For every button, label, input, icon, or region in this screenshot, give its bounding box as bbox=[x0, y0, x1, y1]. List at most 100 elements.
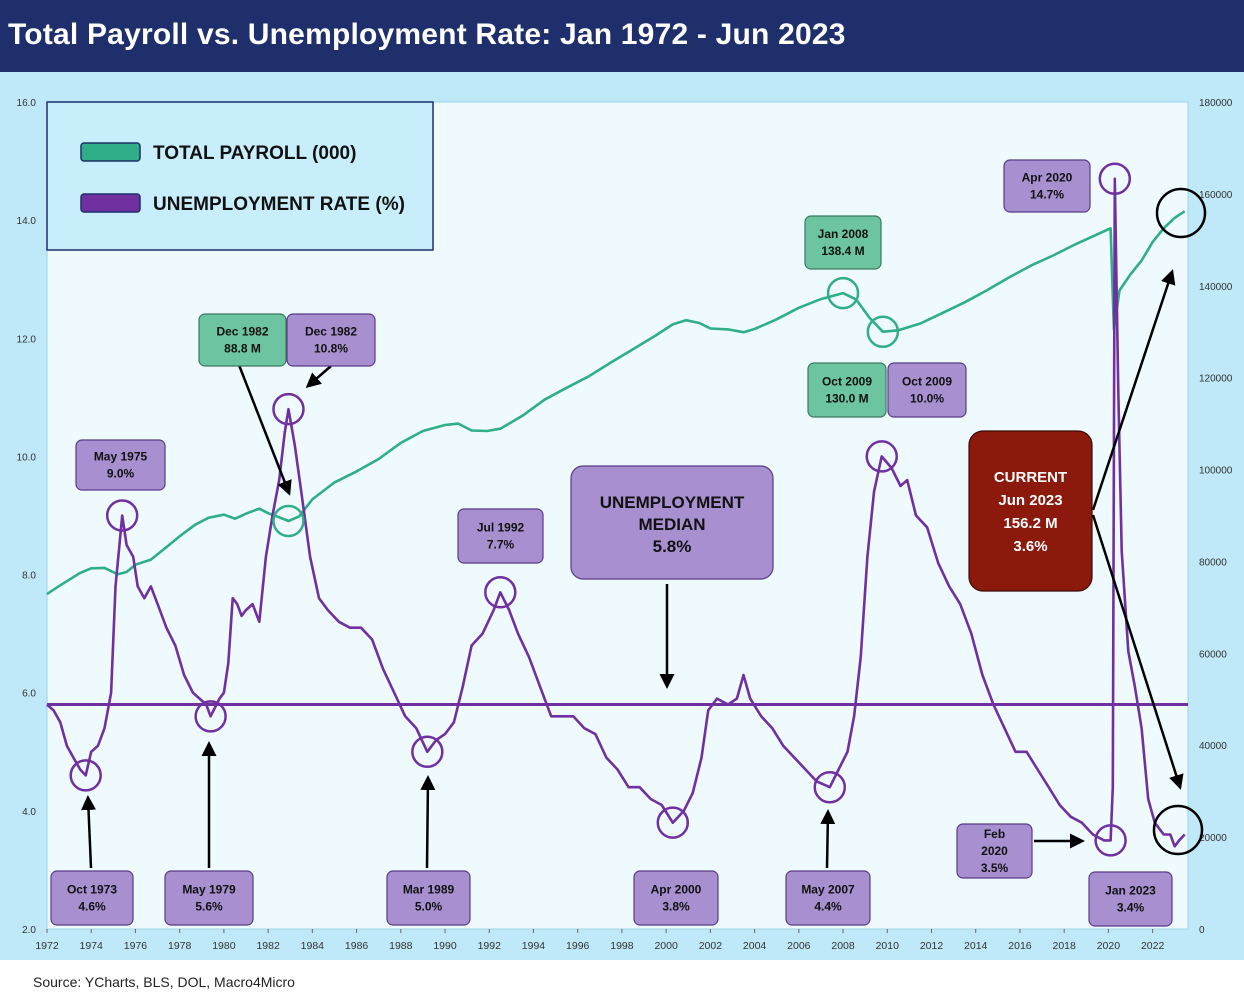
highlight-circle bbox=[194, 700, 227, 733]
annotation-text: 3.6% bbox=[1013, 538, 1047, 555]
y-right-tick-label: 140000 bbox=[1199, 282, 1233, 293]
x-tick-label: 2018 bbox=[1052, 940, 1076, 952]
source-note: Source: YCharts, BLS, DOL, Macro4Micro bbox=[33, 974, 295, 990]
y-left-tick-label: 2.0 bbox=[22, 925, 36, 936]
highlight-circle bbox=[1094, 824, 1127, 857]
legend-swatch-payroll bbox=[80, 142, 141, 162]
annotation-text: 88.8 M bbox=[224, 342, 261, 356]
annotation-text: Dec 1982 bbox=[216, 325, 268, 339]
annotation-text: Apr 2000 bbox=[651, 883, 702, 897]
annotation-text: 14.7% bbox=[1030, 188, 1064, 202]
y-right-tick-label: 60000 bbox=[1199, 649, 1227, 660]
legend-swatch-unemployment bbox=[80, 193, 141, 213]
y-right-tick-label: 100000 bbox=[1199, 466, 1233, 477]
current-rate-circle bbox=[1152, 804, 1204, 856]
highlight-circle bbox=[1098, 162, 1132, 196]
legend-label-unemployment: UNEMPLOYMENT RATE (%) bbox=[153, 194, 405, 215]
chart-panel: 2.0 4.0 6.0 8.0 10.0 12.0 14.0 16.0 0 20000 40000 6… bbox=[0, 72, 1244, 960]
x-tick-label: 2008 bbox=[831, 940, 855, 952]
annotation-box bbox=[804, 215, 882, 270]
annotation-box bbox=[956, 823, 1033, 879]
annotation-arrow bbox=[1091, 514, 1184, 790]
annotation-box bbox=[75, 439, 166, 491]
y-right-tick-label: 40000 bbox=[1199, 741, 1227, 752]
title-bar: Total Payroll vs. Unemployment Rate: Jan… bbox=[0, 0, 1244, 72]
annotation-arrow bbox=[1091, 269, 1176, 511]
chart-svg: 2.0 4.0 6.0 8.0 10.0 12.0 14.0 16.0 0 20000 40000 6… bbox=[17, 98, 1233, 952]
highlight-circle bbox=[411, 735, 444, 769]
legend-label-payroll: TOTAL PAYROLL (000) bbox=[153, 143, 356, 164]
annotation-text: Jun 2023 bbox=[998, 492, 1062, 509]
x-tick-label: 1998 bbox=[610, 940, 634, 952]
x-tick-label: 2010 bbox=[876, 940, 900, 952]
annotation-text: 138.4 M bbox=[821, 244, 864, 258]
annotation-arrow bbox=[305, 365, 332, 388]
annotation-text: Mar 1989 bbox=[403, 883, 455, 897]
y-left-tick-label: 6.0 bbox=[22, 689, 36, 700]
x-tick-label: 2002 bbox=[699, 940, 723, 952]
annotation-box bbox=[198, 313, 287, 367]
annotation-text: 3.8% bbox=[662, 900, 690, 914]
highlight-circle bbox=[656, 806, 690, 839]
x-tick-label: 1994 bbox=[522, 940, 546, 952]
annotation-box bbox=[164, 870, 254, 926]
x-tick-label: 1974 bbox=[80, 940, 104, 952]
annotation-text: 5.6% bbox=[195, 900, 223, 914]
x-tick-label: 1984 bbox=[301, 940, 325, 952]
x-tick-label: 2004 bbox=[743, 940, 767, 952]
annotation-text: 9.0% bbox=[107, 467, 135, 481]
annotation-arrow bbox=[81, 795, 97, 869]
annotation-arrow bbox=[237, 364, 292, 496]
y-left-tick-label: 8.0 bbox=[22, 571, 36, 582]
x-tick-label: 2012 bbox=[920, 940, 944, 952]
x-tick-label: 1986 bbox=[345, 940, 369, 952]
annotation-text: Jan 2023 bbox=[1105, 884, 1156, 898]
x-tick-label: 1976 bbox=[124, 940, 148, 952]
highlight-circle bbox=[826, 276, 860, 310]
x-tick-label: 1996 bbox=[566, 940, 590, 952]
x-tick-label: 1980 bbox=[212, 940, 236, 952]
unemployment-series-line bbox=[46, 177, 1186, 848]
current-payroll-circle bbox=[1155, 187, 1207, 239]
y-right-tick-label: 160000 bbox=[1199, 190, 1233, 201]
annotation-text: 3.5% bbox=[981, 861, 1009, 875]
y-right-tick-label: 80000 bbox=[1199, 557, 1227, 568]
annotation-box bbox=[286, 313, 376, 367]
highlight-circle bbox=[484, 576, 517, 609]
annotation-text: 5.0% bbox=[415, 900, 443, 914]
annotation-text: 4.6% bbox=[78, 900, 106, 914]
annotation-box bbox=[887, 362, 967, 418]
annotation-box bbox=[785, 870, 871, 926]
median-label-text: 5.8% bbox=[653, 537, 692, 556]
annotation-text: Dec 1982 bbox=[305, 325, 357, 339]
y-left-tick-label: 4.0 bbox=[22, 807, 36, 818]
x-tick-label: 1978 bbox=[168, 940, 192, 952]
annotation-text: Jan 2008 bbox=[818, 227, 869, 241]
x-tick-label: 2000 bbox=[654, 940, 678, 952]
highlight-circle bbox=[272, 504, 305, 538]
y-right-tick-label: 20000 bbox=[1199, 833, 1227, 844]
x-tick-label: 2020 bbox=[1097, 940, 1121, 952]
annotation-text: Jul 1992 bbox=[477, 521, 525, 535]
highlight-circle bbox=[105, 499, 139, 532]
x-tick-label: 2014 bbox=[964, 940, 988, 952]
median-label-box bbox=[570, 465, 774, 580]
x-tick-label: 1990 bbox=[433, 940, 457, 952]
highlight-circle bbox=[69, 759, 102, 792]
annotation-text: 3.4% bbox=[1117, 901, 1145, 915]
annotation-text: 10.0% bbox=[910, 392, 944, 406]
y-left-tick-label: 12.0 bbox=[17, 334, 37, 345]
annotation-text: 7.7% bbox=[487, 538, 515, 552]
annotation-text: 156.2 M bbox=[1003, 515, 1057, 532]
payroll-series-line bbox=[46, 210, 1186, 596]
annotation-arrow bbox=[420, 775, 436, 869]
y-right-tick-label: 120000 bbox=[1199, 374, 1233, 385]
annotation-text: May 1975 bbox=[94, 450, 148, 464]
annotation-text: Feb bbox=[984, 827, 1005, 841]
x-tick-label: 1982 bbox=[256, 940, 280, 952]
y-right-tick-label: 0 bbox=[1199, 925, 1205, 936]
annotation-box bbox=[50, 870, 134, 926]
x-tick-label: 2006 bbox=[787, 940, 811, 952]
y-left-tick-label: 16.0 bbox=[17, 98, 37, 109]
annotation-text: 130.0 M bbox=[825, 392, 868, 406]
